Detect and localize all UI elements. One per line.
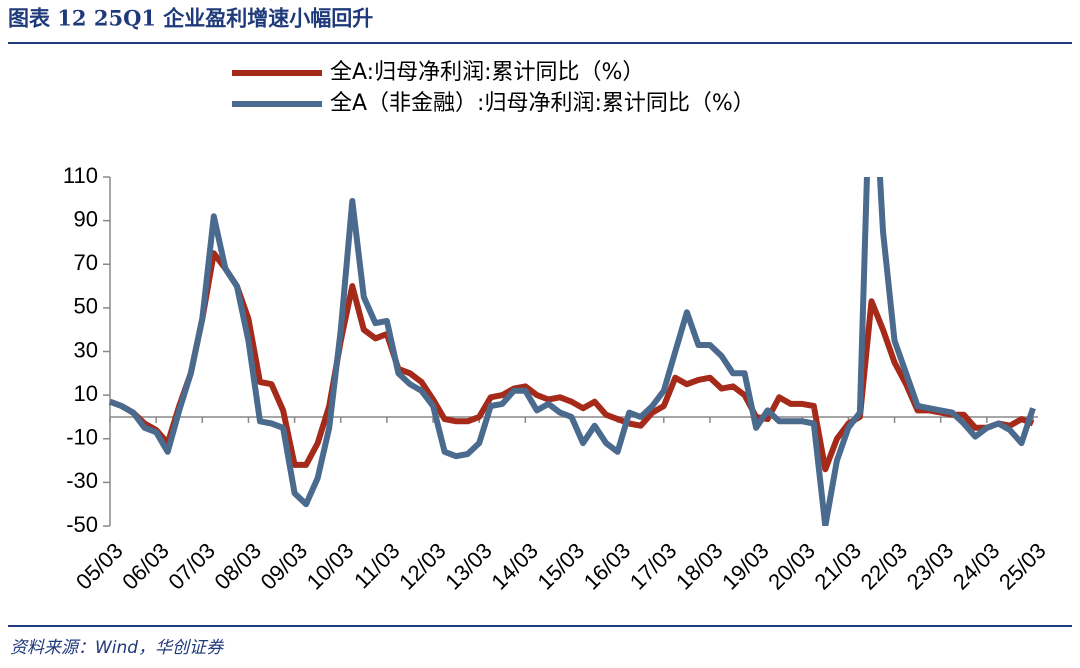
y-tick-label: 70 <box>74 250 98 275</box>
x-tick-label: 05/03 <box>71 538 128 595</box>
y-tick-label: 50 <box>74 294 98 319</box>
x-tick-label: 12/03 <box>394 538 451 595</box>
plot-area <box>108 177 1036 526</box>
x-tick-label: 15/03 <box>533 538 590 595</box>
x-tick-label: 14/03 <box>486 538 543 595</box>
x-tick-label: 07/03 <box>163 538 220 595</box>
chart-title: 图表 12 25Q1 企业盈利增速小幅回升 <box>8 6 373 31</box>
source: 资料来源：Wind，华创证券 <box>10 638 225 658</box>
x-tick-label: 08/03 <box>209 538 266 595</box>
x-tick-label: 10/03 <box>302 538 359 595</box>
x-tick-label: 06/03 <box>117 538 174 595</box>
y-tick-label: -30 <box>66 468 98 493</box>
series-line <box>108 250 1035 473</box>
series-line <box>108 177 1036 526</box>
x-tick-label: 25/03 <box>994 538 1051 595</box>
y-tick-label: 110 <box>63 163 98 188</box>
legend-label: 全A（非金融）:归母净利润:累计同比（%） <box>330 91 755 116</box>
x-tick-label: 24/03 <box>948 538 1005 595</box>
x-tick-label: 22/03 <box>856 538 913 595</box>
y-tick-label: 90 <box>74 206 98 231</box>
x-tick-label: 11/03 <box>349 538 404 593</box>
x-tick-label: 23/03 <box>902 538 959 595</box>
y-tick-label: 30 <box>74 337 98 362</box>
x-tick-label: 19/03 <box>717 538 774 595</box>
y-tick-label: -50 <box>66 512 98 537</box>
x-tick-label: 17/03 <box>625 538 682 595</box>
x-tick-label: 18/03 <box>671 538 728 595</box>
legend-label: 全A:归母净利润:累计同比（%） <box>330 60 644 85</box>
x-tick-label: 20/03 <box>763 538 820 595</box>
x-tick-label: 16/03 <box>579 538 636 595</box>
x-tick-label: 13/03 <box>440 538 497 595</box>
x-tick-label: 21/03 <box>809 538 866 595</box>
y-tick-label: 10 <box>74 381 98 406</box>
y-tick-label: -10 <box>66 425 98 450</box>
x-tick-label: 09/03 <box>256 538 313 595</box>
